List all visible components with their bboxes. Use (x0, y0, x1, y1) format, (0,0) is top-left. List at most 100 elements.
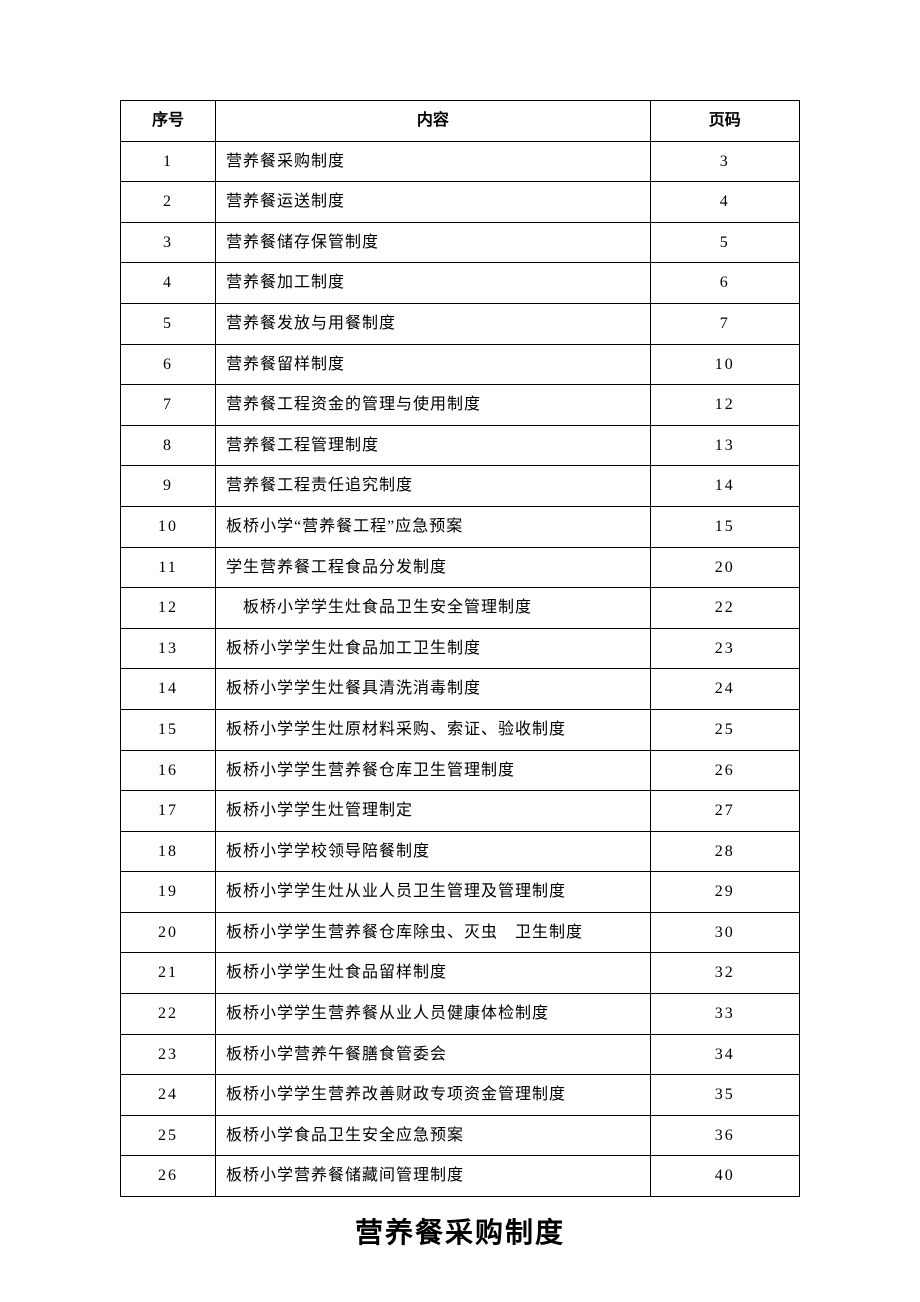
table-row: 14板桥小学学生灶餐具清洗消毒制度24 (121, 669, 800, 710)
table-row: 2营养餐运送制度4 (121, 182, 800, 223)
cell-content: 板桥小学“营养餐工程”应急预案 (216, 506, 651, 547)
cell-seq: 21 (121, 953, 216, 994)
cell-content: 板桥小学学生灶餐具清洗消毒制度 (216, 669, 651, 710)
cell-content: 板桥小学学生灶原材料采购、索证、验收制度 (216, 709, 651, 750)
cell-seq: 18 (121, 831, 216, 872)
cell-content: 板桥小学学生灶食品卫生安全管理制度 (216, 588, 651, 629)
cell-content: 板桥小学营养餐储藏间管理制度 (216, 1156, 651, 1197)
cell-seq: 26 (121, 1156, 216, 1197)
table-row: 20板桥小学学生营养餐仓库除虫、灭虫 卫生制度30 (121, 912, 800, 953)
cell-content: 板桥小学学生灶食品留样制度 (216, 953, 651, 994)
cell-seq: 3 (121, 222, 216, 263)
cell-content: 板桥小学学生营养餐仓库除虫、灭虫 卫生制度 (216, 912, 651, 953)
cell-seq: 17 (121, 791, 216, 832)
table-row: 3营养餐储存保管制度5 (121, 222, 800, 263)
cell-page: 33 (650, 994, 799, 1035)
cell-content: 营养餐工程责任追究制度 (216, 466, 651, 507)
cell-content: 营养餐储存保管制度 (216, 222, 651, 263)
cell-seq: 6 (121, 344, 216, 385)
cell-page: 34 (650, 1034, 799, 1075)
cell-page: 28 (650, 831, 799, 872)
cell-content: 营养餐工程资金的管理与使用制度 (216, 385, 651, 426)
cell-page: 29 (650, 872, 799, 913)
cell-content: 板桥小学学校领导陪餐制度 (216, 831, 651, 872)
page-number: 2 (0, 1228, 920, 1244)
cell-seq: 24 (121, 1075, 216, 1116)
cell-page: 32 (650, 953, 799, 994)
cell-page: 36 (650, 1115, 799, 1156)
cell-page: 13 (650, 425, 799, 466)
table-row: 19板桥小学学生灶从业人员卫生管理及管理制度29 (121, 872, 800, 913)
cell-seq: 10 (121, 506, 216, 547)
cell-seq: 7 (121, 385, 216, 426)
cell-page: 14 (650, 466, 799, 507)
table-row: 25板桥小学食品卫生安全应急预案36 (121, 1115, 800, 1156)
cell-content: 板桥小学学生灶管理制定 (216, 791, 651, 832)
cell-seq: 25 (121, 1115, 216, 1156)
cell-page: 5 (650, 222, 799, 263)
cell-seq: 19 (121, 872, 216, 913)
table-row: 4营养餐加工制度6 (121, 263, 800, 304)
cell-content: 板桥小学营养午餐膳食管委会 (216, 1034, 651, 1075)
table-row: 13板桥小学学生灶食品加工卫生制度23 (121, 628, 800, 669)
cell-page: 22 (650, 588, 799, 629)
table-row: 18板桥小学学校领导陪餐制度28 (121, 831, 800, 872)
cell-content: 学生营养餐工程食品分发制度 (216, 547, 651, 588)
cell-page: 6 (650, 263, 799, 304)
cell-content: 营养餐工程管理制度 (216, 425, 651, 466)
cell-seq: 20 (121, 912, 216, 953)
cell-seq: 5 (121, 303, 216, 344)
cell-content: 营养餐运送制度 (216, 182, 651, 223)
cell-seq: 4 (121, 263, 216, 304)
table-row: 11学生营养餐工程食品分发制度20 (121, 547, 800, 588)
table-row: 26板桥小学营养餐储藏间管理制度40 (121, 1156, 800, 1197)
cell-content: 营养餐采购制度 (216, 141, 651, 182)
cell-seq: 12 (121, 588, 216, 629)
cell-page: 40 (650, 1156, 799, 1197)
cell-seq: 11 (121, 547, 216, 588)
table-row: 16板桥小学学生营养餐仓库卫生管理制度26 (121, 750, 800, 791)
table-row: 8营养餐工程管理制度13 (121, 425, 800, 466)
cell-page: 25 (650, 709, 799, 750)
table-row: 5营养餐发放与用餐制度7 (121, 303, 800, 344)
cell-content: 营养餐留样制度 (216, 344, 651, 385)
table-row: 23板桥小学营养午餐膳食管委会34 (121, 1034, 800, 1075)
cell-content: 板桥小学食品卫生安全应急预案 (216, 1115, 651, 1156)
table-row: 15板桥小学学生灶原材料采购、索证、验收制度25 (121, 709, 800, 750)
cell-seq: 1 (121, 141, 216, 182)
table-header-row: 序号 内容 页码 (121, 101, 800, 142)
cell-content: 板桥小学学生灶从业人员卫生管理及管理制度 (216, 872, 651, 913)
table-row: 10板桥小学“营养餐工程”应急预案15 (121, 506, 800, 547)
col-header-seq: 序号 (121, 101, 216, 142)
cell-page: 26 (650, 750, 799, 791)
cell-seq: 2 (121, 182, 216, 223)
cell-content: 板桥小学学生灶食品加工卫生制度 (216, 628, 651, 669)
table-row: 12 板桥小学学生灶食品卫生安全管理制度22 (121, 588, 800, 629)
cell-page: 4 (650, 182, 799, 223)
cell-seq: 14 (121, 669, 216, 710)
toc-table: 序号 内容 页码 1营养餐采购制度32营养餐运送制度43营养餐储存保管制度54营… (120, 100, 800, 1197)
table-row: 17板桥小学学生灶管理制定27 (121, 791, 800, 832)
cell-page: 12 (650, 385, 799, 426)
table-row: 22板桥小学学生营养餐从业人员健康体检制度33 (121, 994, 800, 1035)
cell-seq: 16 (121, 750, 216, 791)
cell-page: 15 (650, 506, 799, 547)
cell-content: 板桥小学学生营养改善财政专项资金管理制度 (216, 1075, 651, 1116)
cell-page: 7 (650, 303, 799, 344)
col-header-page: 页码 (650, 101, 799, 142)
table-row: 1营养餐采购制度3 (121, 141, 800, 182)
cell-seq: 8 (121, 425, 216, 466)
cell-content: 营养餐发放与用餐制度 (216, 303, 651, 344)
col-header-content: 内容 (216, 101, 651, 142)
cell-seq: 22 (121, 994, 216, 1035)
cell-seq: 23 (121, 1034, 216, 1075)
cell-page: 35 (650, 1075, 799, 1116)
table-row: 21板桥小学学生灶食品留样制度32 (121, 953, 800, 994)
cell-seq: 9 (121, 466, 216, 507)
cell-page: 10 (650, 344, 799, 385)
table-row: 9营养餐工程责任追究制度14 (121, 466, 800, 507)
cell-seq: 15 (121, 709, 216, 750)
cell-content: 板桥小学学生营养餐仓库卫生管理制度 (216, 750, 651, 791)
cell-page: 20 (650, 547, 799, 588)
table-row: 6营养餐留样制度10 (121, 344, 800, 385)
